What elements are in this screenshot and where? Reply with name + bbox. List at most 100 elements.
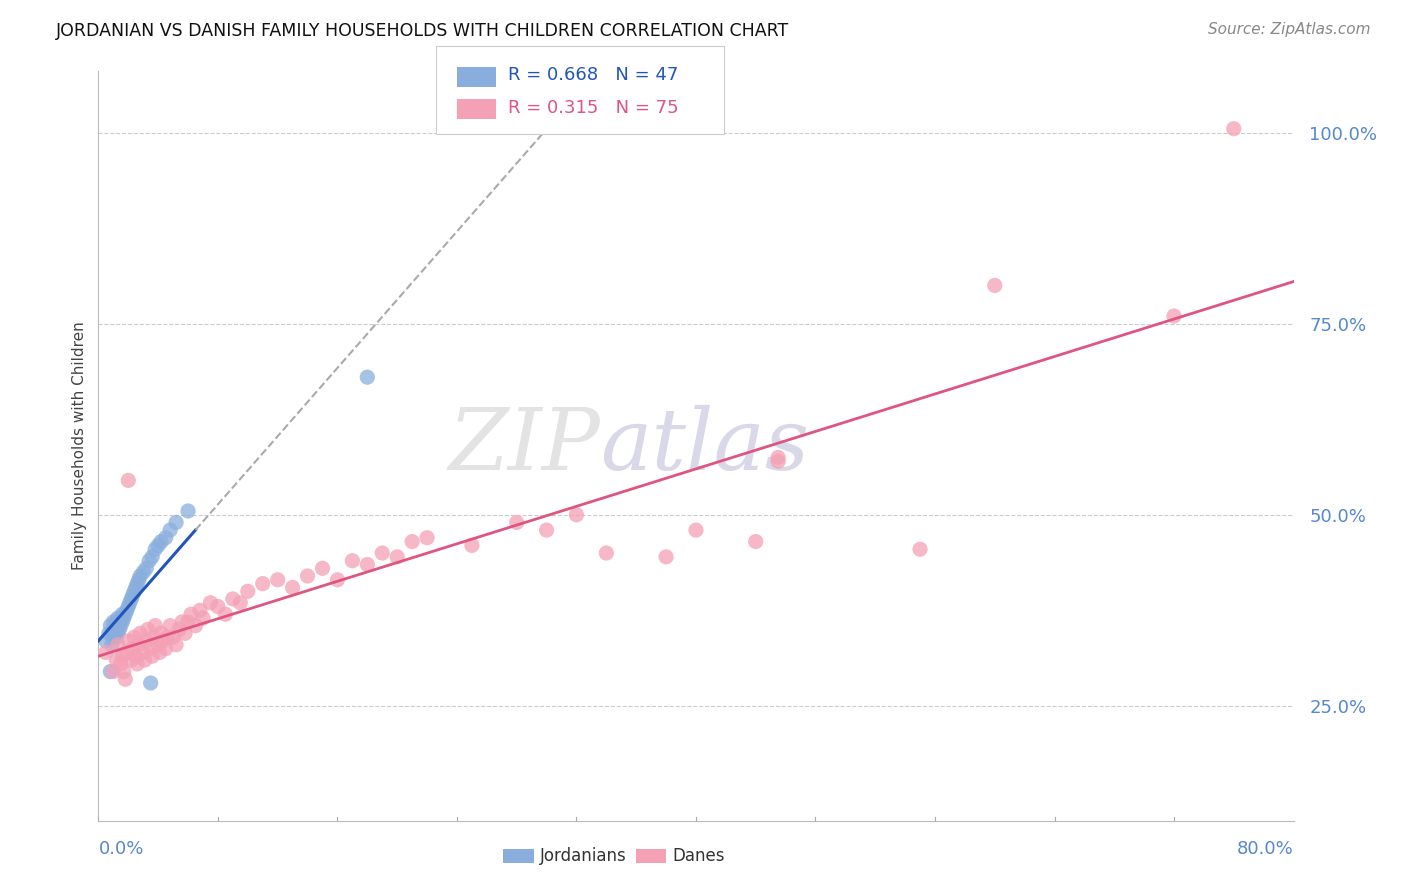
Point xyxy=(416,531,439,545)
Point xyxy=(745,534,768,549)
Point xyxy=(124,584,146,599)
Point xyxy=(128,638,150,652)
Point xyxy=(135,561,157,575)
Point xyxy=(114,672,136,686)
Point xyxy=(124,630,146,644)
Point xyxy=(685,523,707,537)
Point xyxy=(107,626,129,640)
Point xyxy=(191,611,214,625)
Point xyxy=(200,596,222,610)
Point xyxy=(127,576,149,591)
Point xyxy=(252,576,274,591)
Point xyxy=(108,615,131,629)
Point xyxy=(281,581,304,595)
Point xyxy=(94,634,117,648)
Point xyxy=(1223,121,1246,136)
Point xyxy=(356,558,378,572)
Text: Jordanians: Jordanians xyxy=(540,847,627,865)
Point xyxy=(105,623,128,637)
Point xyxy=(125,581,148,595)
Point xyxy=(152,634,174,648)
Point xyxy=(595,546,617,560)
Y-axis label: Family Households with Children: Family Households with Children xyxy=(72,322,87,570)
Point xyxy=(132,565,155,579)
Point xyxy=(107,618,129,632)
Point xyxy=(143,618,166,632)
Point xyxy=(162,630,184,644)
Point xyxy=(908,542,931,557)
Point xyxy=(143,542,166,557)
Point xyxy=(134,653,156,667)
Point xyxy=(120,591,142,606)
Point xyxy=(167,623,190,637)
Point xyxy=(159,523,181,537)
Point xyxy=(117,634,139,648)
Point xyxy=(385,549,409,564)
Point xyxy=(117,474,139,488)
Point xyxy=(105,630,128,644)
Point xyxy=(155,641,177,656)
Point xyxy=(103,665,125,679)
Point xyxy=(142,630,165,644)
Point xyxy=(112,611,135,625)
Point xyxy=(207,599,229,614)
Point xyxy=(121,588,143,602)
Point xyxy=(461,538,484,552)
Point xyxy=(177,504,200,518)
Point xyxy=(111,649,134,664)
Point xyxy=(401,534,423,549)
Point xyxy=(104,626,127,640)
Point xyxy=(111,607,134,622)
Point xyxy=(120,653,142,667)
Point xyxy=(129,569,152,583)
Point xyxy=(103,630,125,644)
Point xyxy=(655,549,678,564)
Point xyxy=(236,584,259,599)
Point xyxy=(184,618,207,632)
Point xyxy=(136,623,159,637)
Point xyxy=(155,531,177,545)
Point xyxy=(108,623,131,637)
Point xyxy=(506,516,529,530)
Point xyxy=(536,523,558,537)
Text: 0.0%: 0.0% xyxy=(98,839,143,858)
Text: R = 0.668   N = 47: R = 0.668 N = 47 xyxy=(508,66,678,84)
Point xyxy=(149,645,172,659)
Point xyxy=(115,603,138,617)
Point xyxy=(172,615,194,629)
Point xyxy=(326,573,349,587)
Point xyxy=(267,573,290,587)
Point xyxy=(110,611,132,625)
Point xyxy=(1163,309,1185,323)
Point xyxy=(156,630,179,644)
Text: atlas: atlas xyxy=(600,405,810,487)
Point xyxy=(222,591,245,606)
Point xyxy=(150,534,173,549)
Point xyxy=(356,370,378,384)
Point xyxy=(94,645,117,659)
Text: Source: ZipAtlas.com: Source: ZipAtlas.com xyxy=(1208,22,1371,37)
Point xyxy=(121,641,143,656)
Text: JORDANIAN VS DANISH FAMILY HOUSEHOLDS WITH CHILDREN CORRELATION CHART: JORDANIAN VS DANISH FAMILY HOUSEHOLDS WI… xyxy=(56,22,790,40)
Point xyxy=(139,641,162,656)
Point xyxy=(165,638,187,652)
Text: R = 0.315   N = 75: R = 0.315 N = 75 xyxy=(508,99,678,117)
Point xyxy=(159,618,181,632)
Point xyxy=(180,607,202,622)
Point xyxy=(128,573,150,587)
Point xyxy=(98,665,122,679)
Point xyxy=(125,649,148,664)
Text: ZIP: ZIP xyxy=(449,405,600,487)
Point xyxy=(103,615,125,629)
Point xyxy=(110,618,132,632)
Point xyxy=(174,626,197,640)
Point xyxy=(150,626,173,640)
Text: Danes: Danes xyxy=(672,847,724,865)
Point xyxy=(107,638,129,652)
Point xyxy=(188,603,211,617)
Point xyxy=(103,623,125,637)
Point xyxy=(117,599,139,614)
Point xyxy=(766,454,789,468)
Point xyxy=(565,508,588,522)
Point xyxy=(148,638,170,652)
